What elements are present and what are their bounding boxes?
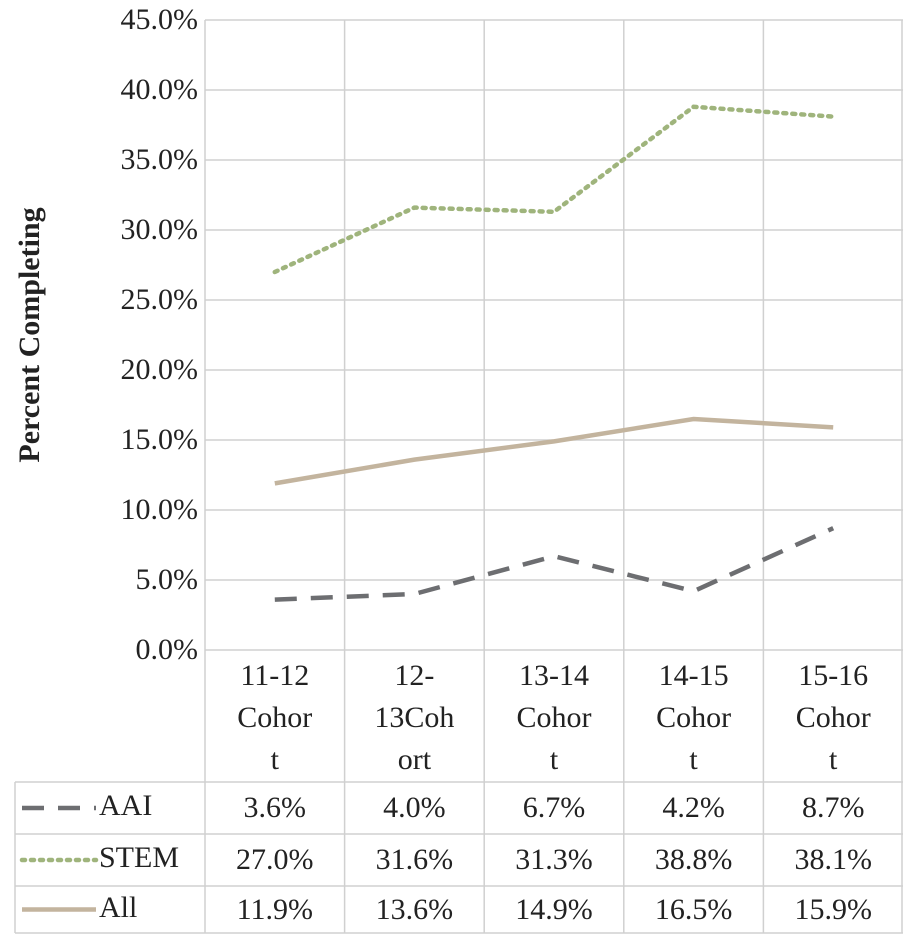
x-tick-label: 14-15 Cohort [656,659,732,776]
data-label: 4.2% [662,791,725,824]
legend-label: All [99,890,138,924]
series-line [272,104,836,275]
data-label: 13.6% [375,892,454,926]
y-tick-label: 35.0% [120,143,199,176]
data-label: 4.0% [383,791,446,824]
y-tick-label: 25.0% [120,283,199,316]
data-label: 27.0% [236,843,314,876]
data-label: 11.9% [236,892,313,926]
data-label: 38.8% [654,843,733,876]
data-label: 8.7% [801,791,865,824]
x-tick-label: 15-16 Cohort [795,659,871,776]
legend-label: AAI [99,789,153,822]
y-axis-title: Percent Completing [13,207,46,463]
data-label: 14.9% [515,892,593,926]
x-tick-label: 13-14 Cohort [516,659,592,776]
legend-label: STEM [99,841,180,874]
x-tick-label: 12-13Cohort [374,659,455,776]
y-tick-label: 0.0% [135,633,199,666]
data-label: 38.1% [794,843,872,876]
data-label: 31.3% [515,843,593,876]
data-label: 3.6% [243,791,307,824]
y-tick-label: 5.0% [135,563,199,596]
data-label: 6.7% [522,791,586,824]
x-tick-label: 11-12 Cohort [237,659,313,776]
y-tick-label: 10.0% [120,493,199,526]
y-tick-label: 45.0% [120,3,199,36]
data-label: 16.5% [654,892,733,926]
y-tick-label: 15.0% [120,423,199,456]
series-line [274,416,834,486]
y-tick-label: 30.0% [120,213,199,246]
series-line [274,526,835,602]
y-tick-label: 40.0% [120,73,199,106]
data-label: 15.9% [794,892,872,926]
y-tick-label: 20.0% [120,353,199,386]
data-label: 31.6% [375,843,454,876]
